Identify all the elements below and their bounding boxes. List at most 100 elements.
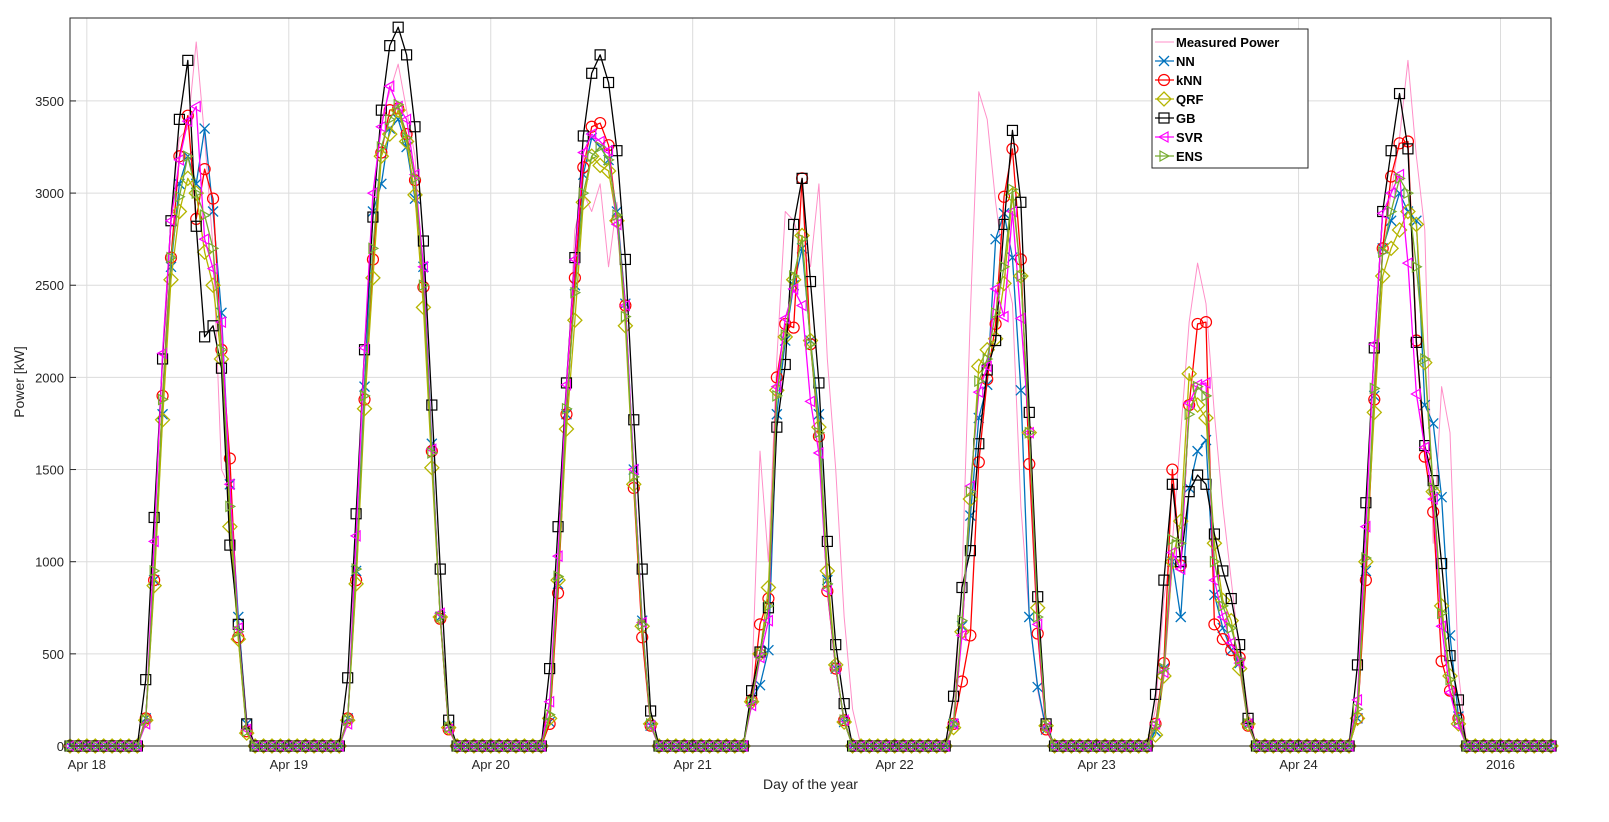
data-point-ens: [545, 708, 556, 721]
data-point-qrf: [617, 317, 634, 334]
data-point-ens: [957, 614, 969, 627]
data-point-knn: [1359, 574, 1372, 587]
data-point-ens: [578, 187, 590, 200]
legend-marker: [1157, 73, 1171, 87]
data-point-gb: [215, 362, 228, 374]
data-point-knn: [787, 321, 800, 334]
data-point-qrf: [423, 459, 440, 476]
data-point-gb: [577, 130, 589, 142]
data-point-gb: [1032, 591, 1044, 603]
data-point-svr: [358, 341, 370, 354]
legend-item-nn: NN: [1155, 54, 1195, 69]
data-point-ens: [797, 233, 809, 246]
data-point-ens: [629, 470, 641, 483]
data-point-gb: [628, 414, 640, 426]
data-point-svr: [980, 360, 992, 373]
data-point-gb: [1166, 478, 1178, 490]
x-tick-label: Apr 24: [1279, 757, 1317, 772]
data-point-ens: [1176, 537, 1187, 550]
data-point-svr: [779, 312, 790, 325]
data-point-svr: [560, 378, 572, 391]
data-point-gb: [342, 672, 354, 684]
data-point-knn: [223, 452, 236, 465]
data-point-svr: [417, 260, 429, 273]
x-tick-label: Apr 20: [472, 757, 510, 772]
data-point-ens: [368, 242, 380, 255]
data-point-svr: [349, 529, 361, 542]
data-point-svr: [1393, 168, 1405, 181]
data-point-ens: [1218, 599, 1230, 612]
data-point-ens: [948, 717, 960, 730]
data-point-ens: [822, 577, 834, 590]
data-point-svr: [198, 233, 210, 246]
data-point-svr: [812, 446, 824, 459]
data-point-ens: [1226, 622, 1238, 635]
y-tick-label: 2500: [35, 278, 64, 293]
data-point-ens: [157, 393, 169, 406]
data-point-nn: [1015, 384, 1027, 396]
data-point-svr: [1014, 312, 1026, 325]
data-point-ens: [755, 647, 767, 660]
data-point-gb: [1436, 557, 1448, 570]
y-tick-label: 500: [42, 647, 64, 662]
data-point-gb: [1452, 694, 1465, 706]
data-point-gb: [947, 690, 960, 702]
data-point-gb: [796, 172, 808, 184]
legend-item-svr: SVR: [1155, 130, 1203, 145]
data-point-ens: [999, 260, 1011, 273]
data-point-svr: [181, 115, 193, 128]
data-point-ens: [1235, 653, 1246, 666]
data-point-ens: [570, 286, 582, 299]
data-point-knn: [1199, 316, 1213, 329]
data-point-ens: [343, 714, 354, 727]
data-point-knn: [1443, 684, 1457, 697]
data-point-qrf: [415, 299, 432, 316]
data-point-gb: [602, 76, 615, 89]
data-point-ens: [359, 389, 371, 402]
data-point-gb: [1006, 124, 1019, 137]
data-point-ens: [1033, 610, 1044, 624]
data-point-qrf: [558, 421, 575, 437]
legend-label: QRF: [1176, 92, 1204, 107]
data-point-gb: [1208, 528, 1221, 540]
data-point-knn: [997, 190, 1011, 203]
data-point-ens: [789, 270, 800, 283]
data-point-qrf: [1198, 410, 1214, 426]
data-point-qrf: [163, 271, 179, 288]
data-point-gb: [964, 545, 976, 557]
x-tick-label: Apr 18: [68, 757, 106, 772]
data-point-ens: [1394, 172, 1406, 185]
data-point-gb: [1402, 143, 1414, 155]
data-point-gb: [1191, 469, 1204, 481]
y-tick-label: 2000: [35, 370, 64, 385]
data-point-ens: [225, 500, 237, 513]
data-point-ens: [637, 618, 649, 631]
data-point-qrf: [1004, 187, 1021, 203]
data-point-ens: [376, 140, 388, 154]
legend-label: NN: [1176, 54, 1195, 69]
data-point-qrf: [188, 185, 205, 202]
data-point-ens: [839, 714, 851, 727]
data-point-svr: [543, 695, 555, 708]
data-point-ens: [435, 610, 447, 624]
legend-label: kNN: [1176, 73, 1202, 88]
data-point-knn: [1023, 457, 1036, 471]
data-point-qrf: [1374, 268, 1391, 284]
data-point-ens: [620, 310, 632, 323]
data-point-ens: [805, 338, 817, 351]
data-point-ens: [1041, 719, 1053, 732]
data-point-gb: [350, 508, 362, 520]
data-point-knn: [1006, 142, 1019, 155]
data-point-ens: [1201, 389, 1213, 402]
data-point-qrf: [230, 631, 247, 648]
data-point-svr: [189, 100, 201, 113]
data-point-svr: [804, 395, 816, 408]
data-point-qrf: [1231, 660, 1248, 677]
data-point-ens: [1361, 551, 1373, 565]
data-point-ens: [561, 402, 573, 415]
data-point-svr: [602, 144, 614, 157]
legend-label: Measured Power: [1176, 35, 1279, 50]
data-point-gb: [771, 421, 783, 433]
data-point-knn: [1191, 317, 1204, 331]
data-point-qrf: [348, 575, 365, 592]
